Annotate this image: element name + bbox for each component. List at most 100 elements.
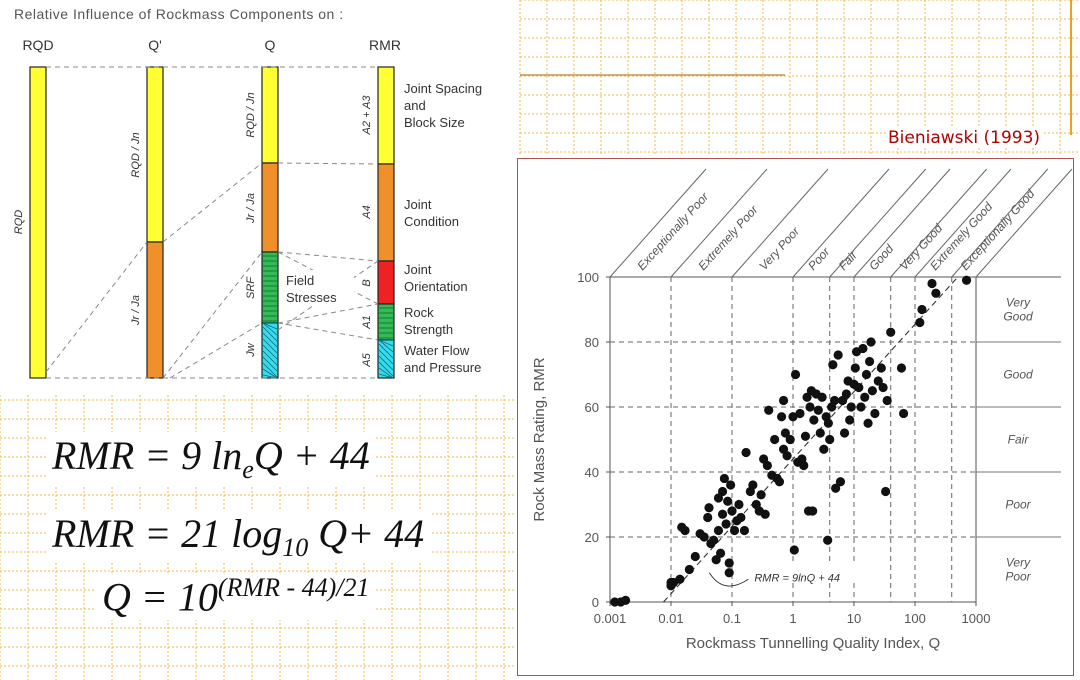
data-point	[845, 415, 855, 425]
bar-rmr-segment	[377, 163, 395, 262]
data-point	[675, 574, 685, 584]
q-class-diagonal	[890, 168, 988, 278]
bar-label: A1	[361, 315, 373, 329]
data-point	[724, 558, 734, 568]
equation-rmr-ln: RMR = 9 lneQ + 44	[46, 432, 376, 485]
data-point	[870, 408, 880, 419]
rmr-class-label: Fair	[1008, 433, 1030, 447]
hatch-line	[378, 339, 394, 353]
fit-line-leader	[708, 572, 749, 587]
data-point	[776, 412, 787, 422]
data-point	[931, 288, 941, 298]
y-tick-label: 20	[585, 530, 599, 545]
rmr-class-label: Very	[1006, 556, 1031, 570]
data-point	[835, 477, 846, 487]
data-point	[790, 369, 801, 380]
data-point	[817, 392, 827, 402]
q-class-diagonal	[670, 168, 768, 278]
rmr-class-label: Very	[1006, 296, 1031, 310]
component-label: and	[404, 98, 426, 113]
bar-q-segment	[261, 66, 279, 164]
column-header: RQD	[22, 37, 53, 53]
component-label: Water Flow	[404, 343, 470, 358]
data-point	[846, 402, 856, 412]
x-tick-label: 0.001	[594, 611, 627, 626]
data-point	[825, 434, 835, 445]
data-point	[620, 595, 631, 605]
data-point	[726, 480, 736, 490]
data-point	[756, 490, 766, 500]
data-point	[729, 525, 740, 536]
diagram-title: Relative Influence of Rockmass Component…	[14, 6, 344, 22]
q-class-diagonal	[731, 168, 829, 278]
data-point	[809, 415, 819, 425]
rmr-class-label: Poor	[1005, 570, 1031, 584]
bar-label: RQD	[13, 210, 25, 235]
data-point	[861, 369, 872, 380]
data-point	[762, 460, 772, 471]
bar-label: A2 + A3	[361, 95, 373, 136]
hatch-line	[262, 362, 278, 378]
column-header: RMR	[369, 37, 401, 53]
data-point	[800, 431, 811, 441]
data-point	[896, 363, 907, 373]
data-point	[709, 535, 719, 545]
data-point	[699, 532, 709, 542]
data-point	[819, 444, 829, 454]
connector-line	[162, 162, 263, 243]
bar-rmr-segment	[377, 260, 395, 305]
bar-qprime-segment	[146, 241, 164, 379]
component-label: Block Size	[404, 115, 465, 130]
data-point	[831, 483, 841, 493]
q-class-label: Fair	[836, 248, 861, 273]
data-point	[739, 525, 750, 536]
x-tick-label: 10	[847, 611, 861, 626]
data-point	[717, 509, 728, 519]
rmr-class-label: Good	[1003, 368, 1033, 382]
data-point	[785, 434, 795, 445]
data-point	[823, 418, 833, 428]
data-point	[711, 555, 721, 565]
data-point	[898, 408, 909, 419]
data-point	[690, 551, 700, 562]
data-point	[856, 402, 866, 412]
data-point	[778, 395, 789, 406]
data-point	[915, 317, 925, 328]
bar-label: Jr / Ja	[130, 295, 142, 326]
bar-label: RQD / Jn	[130, 132, 142, 177]
data-point	[917, 304, 927, 315]
hatch-line	[378, 373, 394, 379]
data-point	[860, 392, 870, 402]
y-tick-label: 60	[585, 400, 599, 415]
bar-q-segment	[261, 162, 279, 253]
equation-rmr-log: RMR = 21 log10 Q+ 44	[46, 510, 431, 563]
q-class-label: Good	[866, 242, 896, 273]
equation-q: Q = 10(RMR - 44)/21	[96, 573, 376, 621]
data-point	[841, 389, 851, 399]
data-point	[867, 386, 877, 396]
data-point	[799, 460, 809, 471]
data-point	[774, 477, 785, 487]
connector-line	[277, 303, 379, 324]
q-class-diagonal	[914, 168, 1012, 278]
data-point	[813, 405, 823, 415]
q-class-diagonal	[951, 168, 1049, 278]
connector-line	[45, 241, 148, 373]
field-stress-bg	[282, 270, 354, 306]
hatch-line	[378, 361, 394, 377]
bar-label: B	[361, 279, 373, 286]
data-point	[839, 428, 850, 438]
data-point	[961, 275, 972, 285]
data-point	[760, 509, 770, 519]
data-point	[717, 486, 728, 497]
x-axis-label: Rockmass Tunnelling Quality Index, Q	[686, 635, 940, 652]
hatch-line	[262, 356, 278, 372]
y-tick-label: 80	[585, 335, 599, 350]
fit-line	[663, 276, 959, 603]
data-point	[873, 376, 883, 386]
connector-line	[277, 251, 379, 262]
y-tick-label: 0	[592, 595, 599, 610]
data-point	[864, 356, 875, 367]
data-point	[727, 506, 737, 516]
bar-label: A4	[361, 205, 373, 219]
